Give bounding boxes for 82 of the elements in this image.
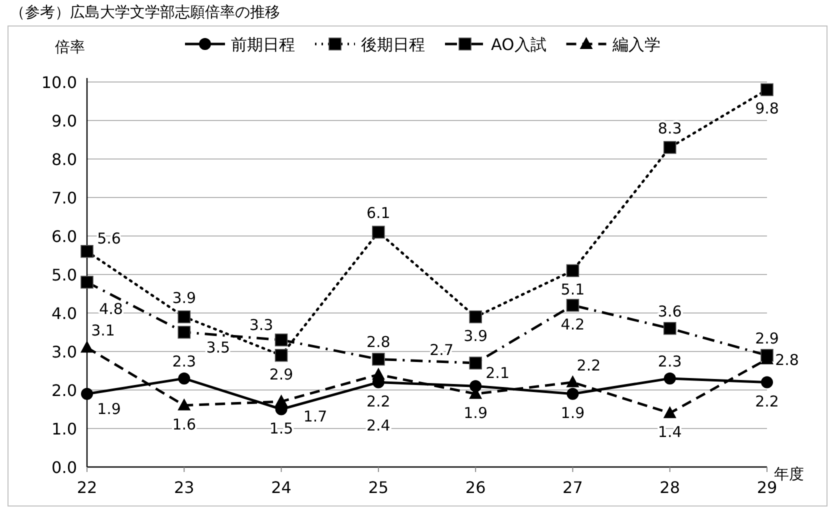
data-label: 2.2 — [755, 392, 779, 410]
chart-title: （参考）広島大学文学部志願倍率の推移 — [10, 3, 280, 21]
y-tick-label: 10.0 — [41, 73, 77, 92]
y-tick-label: 5.0 — [52, 266, 77, 284]
data-label: 6.1 — [366, 204, 390, 222]
y-tick-label: 3.0 — [52, 342, 77, 362]
legend-label: 後期日程 — [361, 35, 425, 54]
point — [80, 340, 94, 353]
point — [81, 388, 93, 400]
data-label: 9.8 — [755, 100, 779, 118]
point — [663, 322, 676, 335]
y-axis-title: 倍率 — [55, 38, 85, 56]
data-label: 2.9 — [269, 365, 294, 384]
point — [274, 348, 288, 362]
x-tick-label: 28 — [660, 478, 680, 497]
data-label: 1.9 — [560, 404, 585, 422]
point — [469, 310, 482, 324]
point — [178, 372, 190, 384]
data-label: 2.8 — [775, 351, 799, 370]
point — [761, 376, 773, 388]
point — [178, 398, 191, 410]
point — [372, 368, 385, 380]
data-label: 5.1 — [560, 280, 585, 299]
data-label: 8.3 — [658, 119, 682, 138]
point — [469, 356, 482, 370]
y-tick-label: 8.0 — [52, 150, 77, 169]
data-label: 1.7 — [303, 408, 328, 426]
data-label: 2.3 — [172, 352, 196, 370]
legend-label: 編入学 — [611, 35, 660, 54]
point — [178, 310, 191, 324]
point — [566, 375, 580, 388]
x-tick-label: 25 — [368, 478, 389, 497]
data-label: 2.4 — [366, 416, 390, 435]
legend-label: 前期日程 — [231, 35, 295, 54]
data-label: 1.6 — [172, 415, 196, 434]
data-label: 1.9 — [464, 404, 488, 422]
x-tick-label: 27 — [562, 478, 583, 497]
y-tick-label: 7.0 — [52, 188, 77, 208]
y-tick-label: 0.0 — [52, 458, 77, 477]
data-label: 2.8 — [366, 333, 390, 352]
data-label: 3.3 — [249, 316, 274, 334]
point — [664, 372, 676, 384]
data-label: 1.9 — [97, 400, 121, 418]
point — [566, 298, 580, 312]
legend-label: AO入試 — [491, 35, 546, 54]
data-label: 3.1 — [91, 322, 115, 340]
data-label: 2.3 — [658, 352, 682, 370]
data-label: 3.6 — [658, 302, 682, 320]
data-label: 3.9 — [172, 288, 196, 307]
point — [760, 83, 774, 96]
data-label: 3.5 — [206, 338, 230, 356]
x-tick-label: 24 — [271, 478, 292, 497]
data-label: 2.7 — [430, 341, 454, 360]
data-label: 5.6 — [97, 229, 121, 248]
data-label: 2.2 — [366, 392, 390, 410]
point — [372, 226, 385, 239]
data-label: 3.9 — [464, 326, 488, 345]
data-label: 4.2 — [560, 315, 585, 334]
data-label: 2.1 — [486, 364, 510, 382]
point — [274, 394, 288, 407]
point — [274, 334, 288, 346]
point — [663, 141, 676, 154]
y-tick-label: 2.0 — [52, 381, 77, 400]
x-tick-label: 22 — [76, 478, 98, 497]
y-tick-label: 1.0 — [52, 420, 77, 438]
data-label: 4.8 — [99, 300, 123, 318]
point — [566, 264, 580, 278]
point — [80, 276, 94, 289]
x-tick-label: 26 — [465, 478, 486, 497]
data-label: 1.5 — [269, 419, 294, 438]
point — [372, 352, 385, 366]
y-tick-label: 6.0 — [52, 227, 77, 246]
data-label: 2.9 — [755, 329, 779, 348]
y-tick-label: 9.0 — [52, 112, 77, 130]
data-label: 2.2 — [576, 356, 601, 374]
point — [663, 406, 676, 418]
point — [178, 326, 191, 339]
x-tick-label: 23 — [174, 478, 194, 497]
point — [80, 245, 94, 258]
point — [566, 388, 579, 400]
data-label: 1.4 — [658, 423, 682, 442]
y-tick-label: 4.0 — [52, 304, 77, 323]
